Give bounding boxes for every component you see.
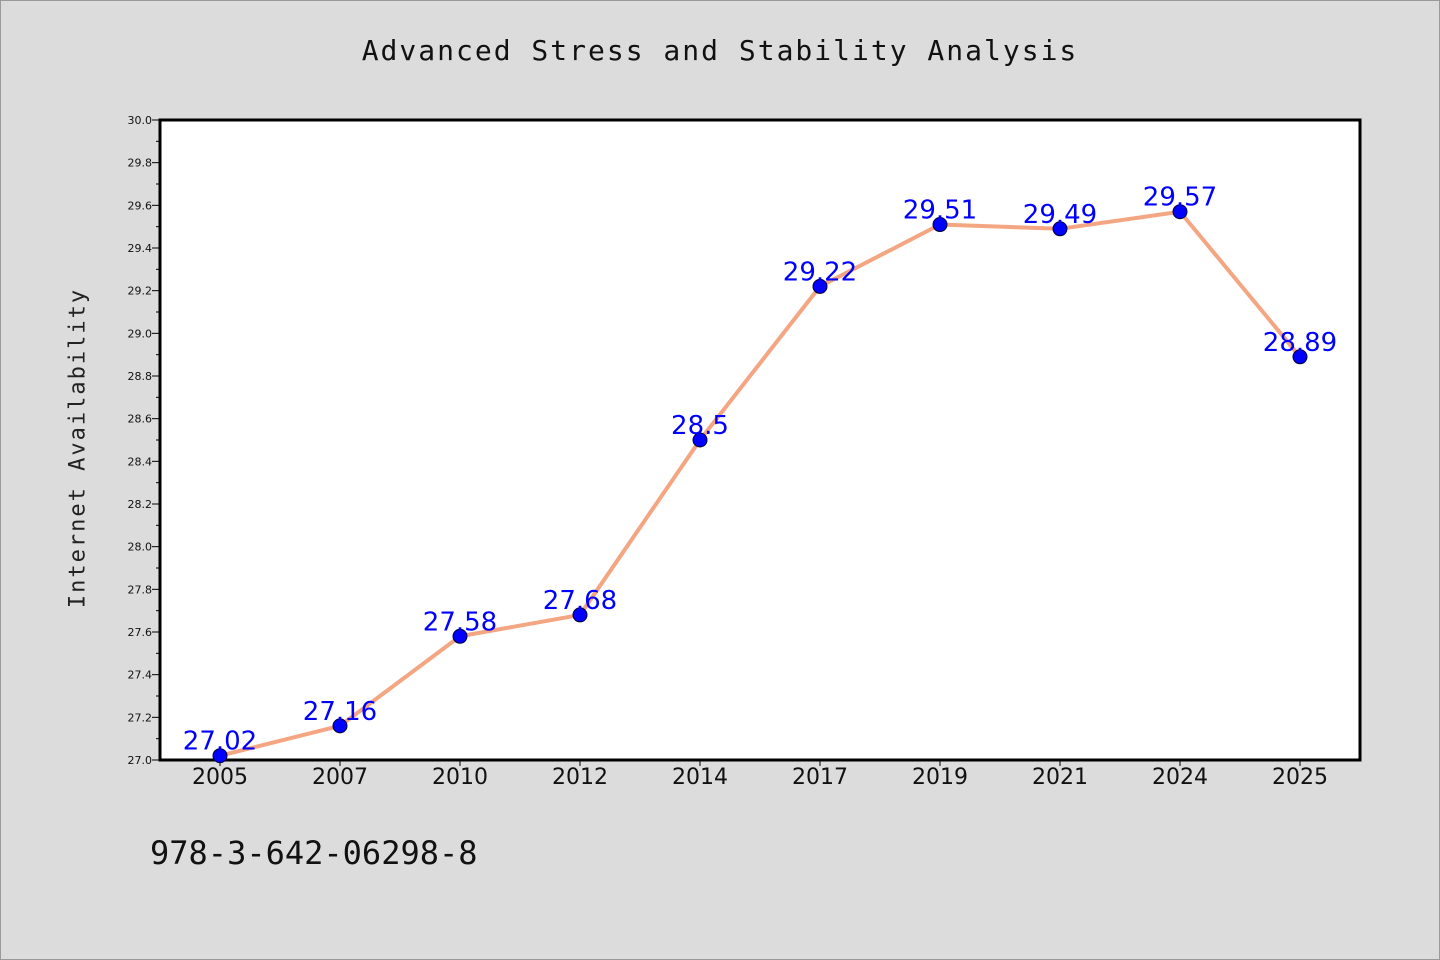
x-tick-label: 2007 bbox=[312, 765, 368, 790]
y-tick-label: 27.2 bbox=[128, 711, 153, 724]
data-label: 27.16 bbox=[303, 697, 377, 727]
y-tick-label: 29.4 bbox=[128, 242, 153, 255]
y-tick-label: 29.2 bbox=[128, 285, 153, 298]
data-point bbox=[452, 628, 468, 644]
y-tick-label: 27.4 bbox=[128, 669, 153, 682]
y-tick-label: 29.8 bbox=[128, 157, 153, 170]
data-label: 28.89 bbox=[1263, 328, 1337, 358]
data-point bbox=[332, 718, 348, 734]
data-point bbox=[1172, 204, 1188, 220]
series-line bbox=[219, 209, 1302, 758]
data-point bbox=[932, 217, 948, 233]
x-tick-label: 2005 bbox=[192, 765, 248, 790]
chart-title: Advanced Stress and Stability Analysis bbox=[361, 34, 1079, 67]
y-tick-label: 28.0 bbox=[128, 541, 153, 554]
x-tick-label: 2010 bbox=[432, 765, 488, 790]
y-tick-label: 28.2 bbox=[128, 498, 153, 511]
data-point bbox=[212, 748, 228, 764]
data-label: 27.68 bbox=[543, 586, 617, 616]
y-tick-label: 28.6 bbox=[128, 413, 153, 426]
data-label: 27.58 bbox=[423, 607, 497, 637]
data-label: 29.22 bbox=[783, 257, 857, 287]
data-label: 29.51 bbox=[903, 196, 977, 226]
x-tick-label: 2021 bbox=[1032, 765, 1088, 790]
isbn-text: 978-3-642-06298-8 bbox=[150, 834, 478, 872]
y-tick-label: 28.8 bbox=[128, 370, 153, 383]
y-tick-label: 30.0 bbox=[128, 114, 153, 127]
y-tick-label: 29.0 bbox=[128, 327, 153, 340]
x-tick-label: 2017 bbox=[792, 765, 848, 790]
x-tick-label: 2025 bbox=[1272, 765, 1328, 790]
data-point bbox=[1052, 221, 1068, 237]
data-label: 28.5 bbox=[671, 411, 729, 441]
x-tick-label: 2019 bbox=[912, 765, 968, 790]
x-tick-label: 2014 bbox=[672, 765, 728, 790]
y-tick-label: 28.4 bbox=[128, 455, 153, 468]
data-label: 29.57 bbox=[1143, 183, 1217, 213]
y-tick-label: 27.6 bbox=[128, 626, 153, 639]
data-point bbox=[692, 432, 708, 448]
data-label: 29.49 bbox=[1023, 200, 1097, 230]
data-point bbox=[1292, 349, 1308, 365]
x-tick-label: 2024 bbox=[1152, 765, 1208, 790]
data-label: 27.02 bbox=[183, 727, 257, 757]
data-point bbox=[812, 278, 828, 294]
plot-area bbox=[158, 118, 1362, 762]
y-tick-label: 27.0 bbox=[128, 754, 153, 767]
data-point bbox=[572, 607, 588, 623]
x-tick-label: 2012 bbox=[552, 765, 608, 790]
y-tick-label: 27.8 bbox=[128, 583, 153, 596]
y-tick-label: 29.6 bbox=[128, 199, 153, 212]
